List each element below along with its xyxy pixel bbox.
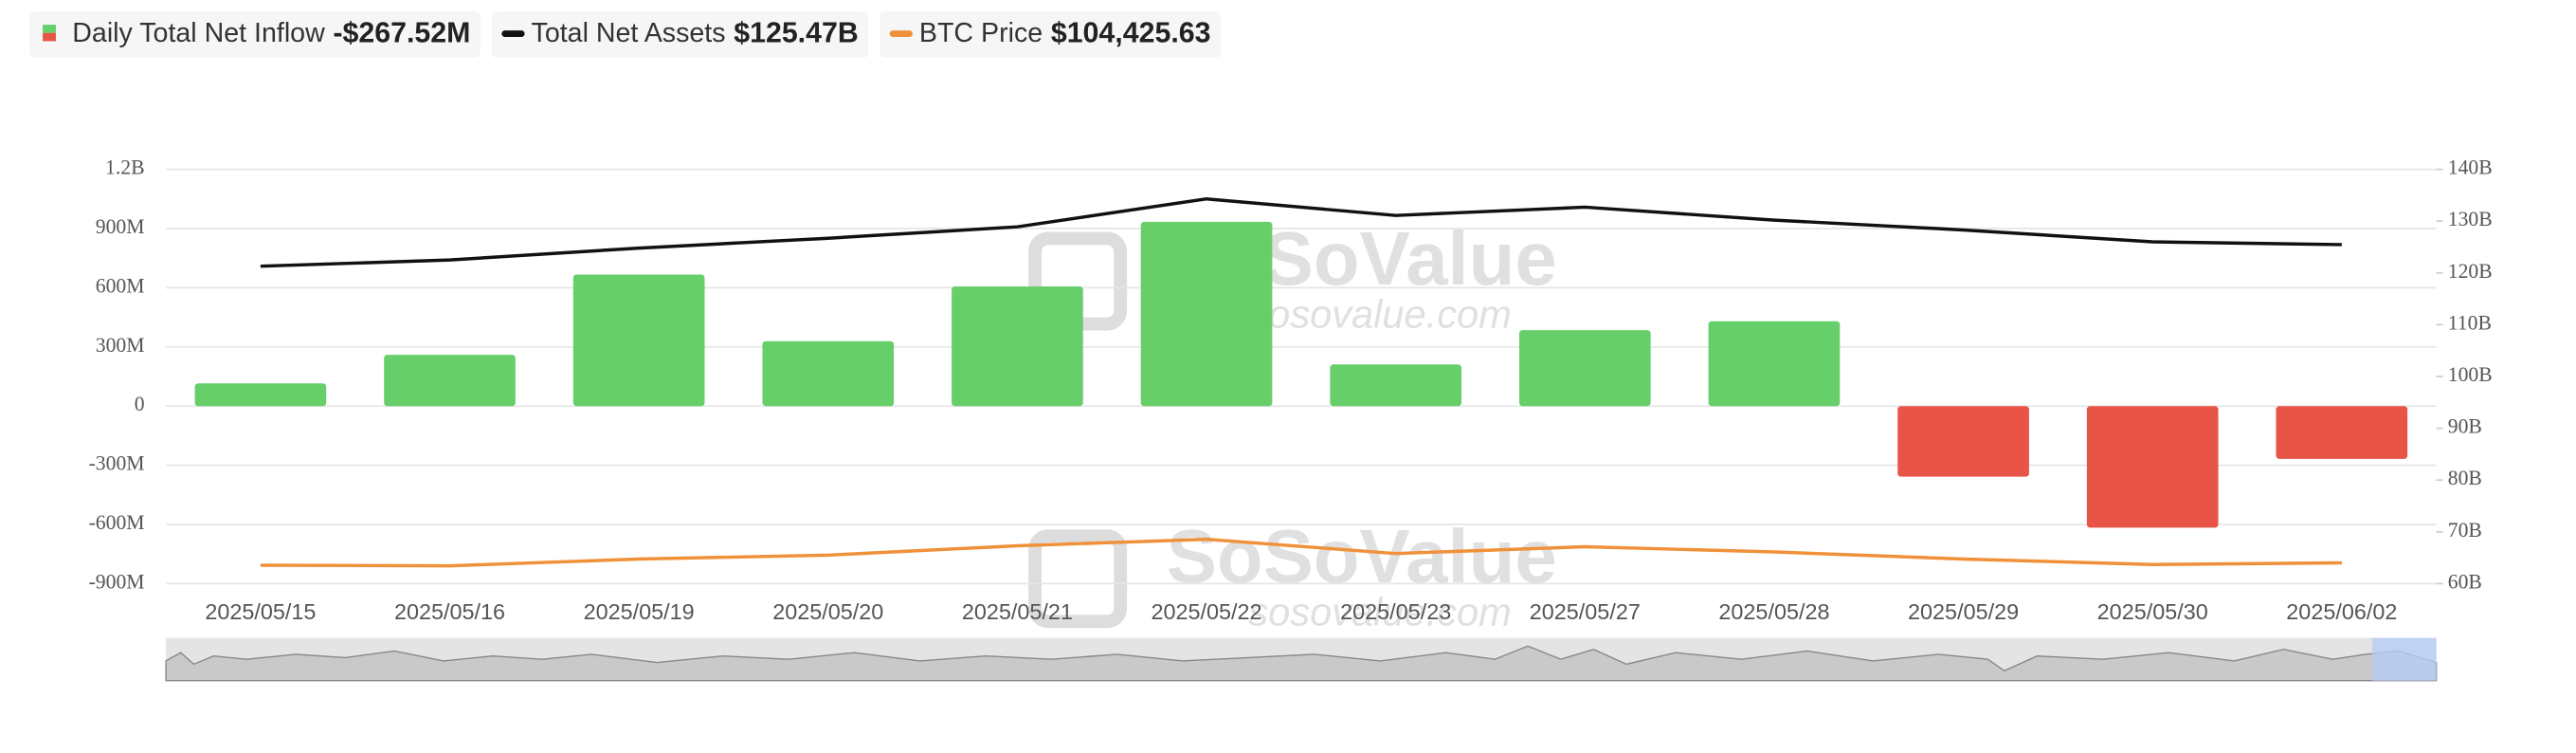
legend-item[interactable]: Daily Total Net Inflow -$267.52M: [29, 11, 481, 58]
y2-tick-label: 70B: [2448, 519, 2482, 542]
y-tick-label: -900M: [89, 570, 145, 593]
y2-tick-label: 140B: [2448, 156, 2493, 179]
y-tick-label: 1.2B: [105, 156, 145, 179]
watermark-logo: [1028, 529, 1128, 629]
legend-value: $104,425.63: [1051, 17, 1211, 48]
legend-label: Daily Total Net Inflow: [72, 18, 325, 48]
legend-swatch: [43, 32, 56, 42]
legend-bg: [491, 11, 869, 58]
x-tick-label: 2025/06/02: [2286, 599, 2397, 624]
bar: [1330, 364, 1462, 407]
legend-swatch: [43, 25, 56, 33]
y-tick-label: 600M: [96, 274, 145, 297]
bar: [1897, 406, 2029, 477]
x-tick-label: 2025/05/27: [1530, 599, 1641, 624]
x-tick-label: 2025/05/28: [1718, 599, 1829, 624]
legend-label: Total Net Assets: [532, 18, 726, 48]
watermark-brand: SoSoValue: [1167, 514, 1557, 598]
legend-swatch: [889, 30, 913, 38]
legend-item[interactable]: BTC Price $104,425.63: [880, 11, 1221, 58]
y-tick-label: 300M: [96, 334, 145, 357]
legend-swatch: [501, 30, 525, 38]
bar: [1708, 321, 1841, 407]
y-tick-label: 900M: [96, 215, 145, 238]
navigator-window[interactable]: [2372, 637, 2437, 681]
line: [260, 537, 2342, 568]
bar: [384, 355, 516, 407]
bar: [572, 274, 705, 407]
y-tick-label: -600M: [89, 511, 145, 534]
bar: [1518, 330, 1651, 407]
line: [260, 196, 2342, 268]
y2-tick-label: 120B: [2448, 260, 2493, 283]
x-tick-label: 2025/05/20: [772, 599, 883, 624]
bar: [952, 285, 1083, 407]
x-tick-label: 2025/05/15: [205, 599, 316, 624]
x-tick-label: 2025/05/23: [1340, 599, 1451, 624]
x-tick-label: 2025/05/30: [2097, 599, 2208, 624]
y2-tick-label: 130B: [2448, 208, 2493, 230]
watermark-site: sosovalue.com: [1248, 292, 1511, 337]
y2-tick-label: 60B: [2448, 570, 2482, 593]
bar: [2276, 406, 2408, 459]
legend-item[interactable]: Total Net Assets $125.47B: [491, 11, 869, 58]
legend-label: BTC Price: [919, 18, 1043, 48]
bar: [762, 340, 895, 407]
x-tick-label: 2025/05/19: [584, 599, 695, 624]
x-tick-label: 2025/05/29: [1908, 599, 2019, 624]
legend-value: $125.47B: [734, 17, 859, 48]
watermark-site: sosovalue.com: [1248, 589, 1511, 634]
y2-tick-label: 100B: [2448, 363, 2493, 386]
legend-bg: [29, 11, 481, 58]
bar: [2086, 406, 2219, 528]
navigator-area: [165, 645, 2438, 682]
y-tick-label: 0: [135, 393, 145, 415]
x-tick-label: 2025/05/22: [1152, 599, 1262, 624]
x-tick-label: 2025/05/21: [962, 599, 1073, 624]
bar: [1140, 221, 1273, 407]
legend-bg: [880, 11, 1221, 58]
y2-tick-label: 80B: [2448, 467, 2482, 489]
bar: [194, 383, 327, 407]
y2-tick-label: 90B: [2448, 415, 2482, 438]
x-tick-label: 2025/05/16: [394, 599, 505, 624]
y-tick-label: -300M: [89, 452, 145, 475]
navigator: [165, 637, 2438, 682]
legend-value: -$267.52M: [333, 17, 470, 48]
y2-tick-label: 110B: [2448, 311, 2492, 334]
